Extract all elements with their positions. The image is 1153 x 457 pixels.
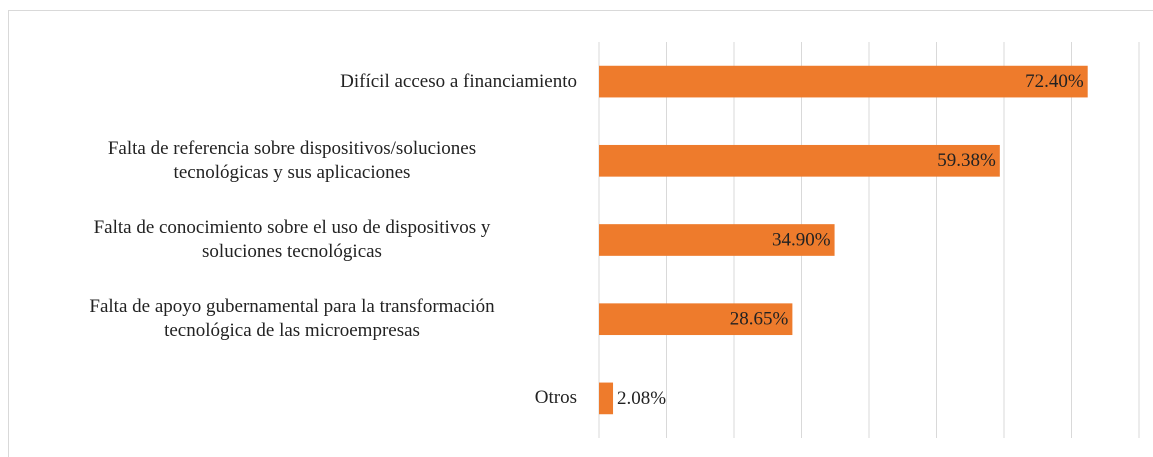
value-label: 59.38% bbox=[937, 150, 996, 171]
value-label: 28.65% bbox=[730, 309, 789, 330]
value-label: 2.08% bbox=[617, 388, 666, 409]
bar bbox=[599, 144, 1000, 177]
bar bbox=[599, 382, 614, 415]
category-label: Otros bbox=[534, 387, 577, 409]
category-label: Falta de apoyo gubernamental para la tra… bbox=[89, 296, 495, 342]
bar bbox=[599, 303, 793, 336]
bar bbox=[599, 65, 1088, 98]
category-label: Difícil acceso a financiamiento bbox=[340, 70, 577, 92]
chart-border bbox=[8, 10, 1153, 457]
value-label: 72.40% bbox=[1025, 71, 1084, 92]
value-label: 34.90% bbox=[772, 229, 831, 250]
category-label: Falta de referencia sobre dispositivos/s… bbox=[107, 137, 477, 183]
category-label: Falta de conocimiento sobre el uso de di… bbox=[93, 217, 491, 262]
bar bbox=[599, 224, 835, 256]
